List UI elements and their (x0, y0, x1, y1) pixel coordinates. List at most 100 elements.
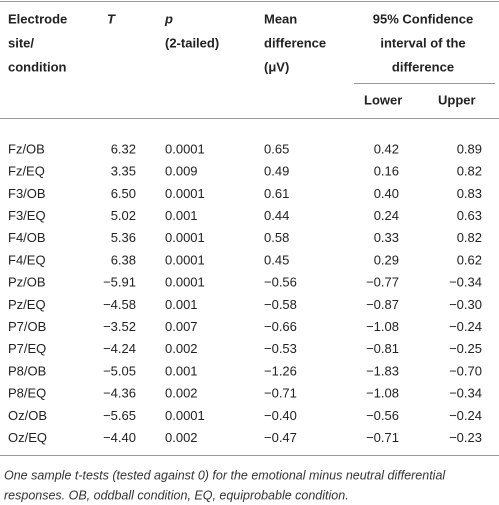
cell: −4.24 (103, 341, 136, 356)
cell: 0.16 (374, 164, 399, 179)
cell: 0.007 (165, 319, 198, 334)
cell: Oz/EQ (8, 430, 47, 445)
cell: 6.50 (111, 186, 136, 201)
cell: 0.24 (374, 208, 399, 223)
cell: P8/EQ (8, 386, 46, 401)
cell: −0.30 (449, 297, 482, 312)
cell: 0.002 (165, 341, 198, 356)
cell: 0.0001 (165, 230, 205, 245)
cell: 0.40 (374, 186, 399, 201)
cell: −4.58 (103, 297, 136, 312)
subheader-text: Upper (438, 92, 476, 107)
cell: 0.001 (165, 208, 198, 223)
cell: −0.47 (264, 430, 297, 445)
cell: −1.26 (264, 363, 297, 378)
cell: −0.24 (449, 408, 482, 423)
cell: 0.33 (374, 230, 399, 245)
cell: −0.34 (449, 275, 482, 290)
cell: 0.44 (264, 208, 289, 223)
cell: −1.08 (366, 386, 399, 401)
cell: P7/EQ (8, 341, 46, 356)
cell: 6.38 (111, 252, 136, 267)
cell: 0.49 (264, 164, 289, 179)
cell: 0.61 (264, 186, 289, 201)
cell: −0.34 (449, 386, 482, 401)
cell: −0.77 (366, 275, 399, 290)
cell: 0.009 (165, 164, 198, 179)
cell: 0.82 (457, 164, 482, 179)
cell: −0.87 (366, 297, 399, 312)
header-text: site/ (8, 35, 34, 50)
cell: 0.001 (165, 363, 198, 378)
cell: −0.58 (264, 297, 297, 312)
cell: Oz/OB (8, 408, 47, 423)
cell: −5.05 (103, 363, 136, 378)
cell: −3.52 (103, 319, 136, 334)
cell: 3.35 (111, 164, 136, 179)
header-text: 95% Confidence (373, 11, 473, 26)
header-text: condition (8, 59, 67, 74)
table-note: One sample t-tests (tested against 0) fo… (4, 468, 446, 482)
cell: −0.66 (264, 319, 297, 334)
cell: −0.71 (366, 430, 399, 445)
header-text: Electrode (8, 11, 67, 26)
cell: −0.56 (366, 408, 399, 423)
cell: −4.40 (103, 430, 136, 445)
cell: 0.45 (264, 252, 289, 267)
cell: Pz/OB (8, 275, 46, 290)
cell: 0.65 (264, 141, 289, 156)
header-text: p (164, 11, 173, 26)
cell: −0.23 (449, 430, 482, 445)
cell: F3/OB (8, 186, 46, 201)
cell: 0.002 (165, 386, 198, 401)
cell: −0.24 (449, 319, 482, 334)
cell: −5.91 (103, 275, 136, 290)
cell: Fz/OB (8, 141, 45, 156)
cell: 0.002 (165, 430, 198, 445)
cell: Pz/EQ (8, 297, 46, 312)
cell: 0.58 (264, 230, 289, 245)
cell: 0.0001 (165, 141, 205, 156)
header-text: interval of the (380, 35, 465, 50)
cell: 0.0001 (165, 408, 205, 423)
cell: −0.40 (264, 408, 297, 423)
cell: 0.63 (457, 208, 482, 223)
header-text: T (107, 11, 116, 26)
cell: 0.001 (165, 297, 198, 312)
cell: −0.71 (264, 386, 297, 401)
subheader-text: Lower (364, 92, 402, 107)
cell: −0.25 (449, 341, 482, 356)
cell: 6.32 (111, 141, 136, 156)
cell: −1.08 (366, 319, 399, 334)
header-text: Mean (264, 11, 297, 26)
cell: P7/OB (8, 319, 46, 334)
cell: −0.70 (449, 363, 482, 378)
header-text: (μV) (264, 59, 289, 74)
cell: 0.42 (374, 141, 399, 156)
table-note: responses. OB, oddball condition, EQ, eq… (4, 488, 349, 502)
cell: 0.83 (457, 186, 482, 201)
cell: −4.36 (103, 386, 136, 401)
cell: 0.0001 (165, 186, 205, 201)
cell: 0.62 (457, 252, 482, 267)
cell: F4/EQ (8, 252, 46, 267)
header-text: difference (264, 35, 326, 50)
header-text: (2-tailed) (165, 35, 219, 50)
cell: 0.0001 (165, 252, 205, 267)
cell: 0.29 (374, 252, 399, 267)
cell: P8/OB (8, 363, 46, 378)
cell: 0.0001 (165, 275, 205, 290)
cell: 0.89 (457, 141, 482, 156)
cell: −5.65 (103, 408, 136, 423)
cell: Fz/EQ (8, 164, 45, 179)
cell: −0.81 (366, 341, 399, 356)
cell: −1.83 (366, 363, 399, 378)
cell: −0.53 (264, 341, 297, 356)
cell: 5.36 (111, 230, 136, 245)
cell: F4/OB (8, 230, 46, 245)
header-text: difference (392, 59, 454, 74)
cell: F3/EQ (8, 208, 46, 223)
cell: −0.56 (264, 275, 297, 290)
